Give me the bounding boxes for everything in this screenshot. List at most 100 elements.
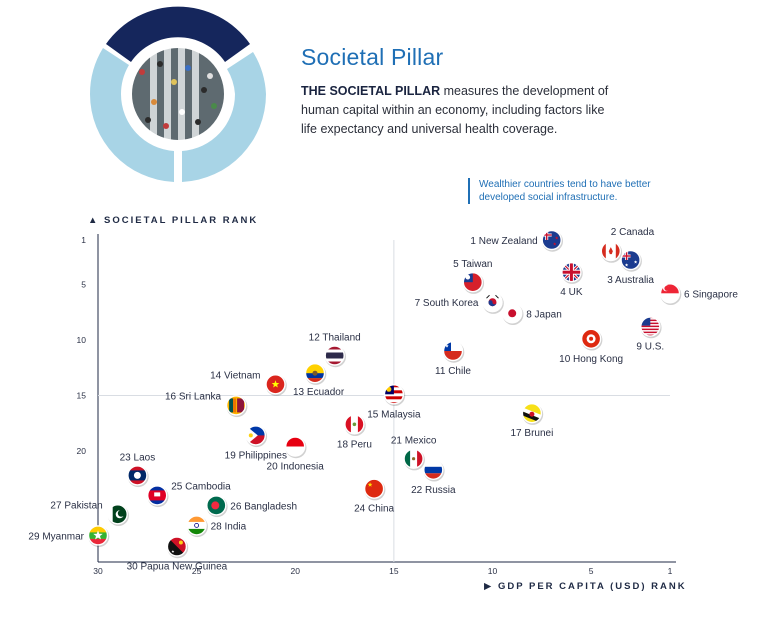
data-point: 13 Ecuador — [293, 363, 345, 398]
y-tick-label: 20 — [77, 446, 87, 456]
right-triangle-icon: ▶ — [484, 581, 494, 592]
data-point: 4 UK — [560, 262, 583, 298]
data-point: 17 Brunei — [510, 403, 553, 439]
thailand-flag — [325, 346, 345, 365]
ring-segment-left-upper — [90, 48, 129, 94]
ring-segment-left — [89, 94, 174, 182]
point-label: 16 Sri Lanka — [165, 391, 222, 402]
data-point: 24 China — [354, 478, 395, 515]
india-flag — [187, 515, 207, 535]
point-label: 27 Pakistan — [50, 500, 102, 511]
hong-kong-flag — [581, 329, 601, 349]
point-label: 12 Thailand — [309, 333, 361, 344]
chile-flag — [443, 341, 463, 361]
data-point: 16 Sri Lanka — [165, 391, 248, 418]
data-point: 10 Hong Kong — [559, 328, 623, 365]
ring-segment-right — [182, 52, 267, 182]
y-tick-label: 5 — [81, 279, 86, 289]
philippines-flag — [246, 425, 266, 445]
data-point: 6 Singapore — [659, 283, 738, 305]
data-point: 20 Indonesia — [267, 436, 325, 473]
point-label: 5 Taiwan — [453, 259, 492, 270]
myanmar-flag — [88, 525, 108, 545]
point-label: 21 Mexico — [391, 436, 437, 447]
crowd-photo — [131, 47, 225, 141]
point-label: 13 Ecuador — [293, 387, 345, 398]
x-tick-label: 30 — [93, 566, 103, 576]
point-label: 22 Russia — [411, 485, 456, 496]
point-label: 9 U.S. — [636, 342, 664, 353]
china-flag — [364, 479, 384, 499]
data-point: 8 Japan — [502, 303, 562, 325]
point-label: 4 UK — [560, 287, 583, 298]
data-point: 12 Thailand — [309, 333, 361, 368]
point-label: 18 Peru — [337, 439, 372, 450]
data-point: 1 New Zealand — [470, 229, 563, 252]
y-axis-title: ▲ SOCIETAL PILLAR RANK — [88, 215, 258, 226]
point-label: 15 Malaysia — [367, 409, 421, 420]
point-label: 26 Bangladesh — [230, 501, 297, 512]
data-point: 9 U.S. — [636, 316, 664, 353]
description-bold: THE SOCIETAL PILLAR — [301, 84, 441, 98]
y-tick-label: 15 — [77, 390, 87, 400]
x-tick-label: 5 — [589, 566, 594, 576]
data-point: 28 India — [186, 515, 247, 538]
bangladesh-flag — [206, 495, 226, 515]
data-point: 22 Russia — [411, 459, 456, 496]
malaysia-flag — [384, 384, 404, 404]
point-label: 19 Philippines — [225, 450, 287, 461]
data-point: 29 Myanmar — [28, 525, 110, 548]
point-label: 8 Japan — [526, 309, 562, 320]
point-label: 10 Hong Kong — [559, 354, 623, 365]
point-label: 23 Laos — [120, 452, 156, 463]
japan-flag — [502, 303, 522, 323]
mexico-flag — [404, 449, 424, 469]
australia-flag — [621, 250, 641, 270]
point-label: 29 Myanmar — [28, 531, 84, 542]
description: THE SOCIETAL PILLAR measures the develop… — [301, 82, 611, 139]
point-label: 17 Brunei — [510, 428, 553, 439]
data-point: 21 Mexico — [391, 436, 437, 471]
y-tick-label: 1 — [81, 235, 86, 245]
point-label: 6 Singapore — [684, 289, 738, 300]
papua-new-guinea-flag — [167, 537, 187, 556]
point-label: 7 South Korea — [415, 298, 479, 309]
x-tick-label: 1 — [668, 566, 673, 576]
singapore-flag — [660, 283, 680, 303]
point-label: 14 Vietnam — [210, 370, 260, 381]
point-label: 2 Canada — [611, 227, 655, 238]
data-point: 30 Papua New Guinea — [127, 536, 228, 573]
data-point: 18 Peru — [337, 414, 372, 450]
data-point: 3 Australia — [607, 249, 654, 286]
point-label: 28 India — [211, 521, 247, 532]
y-tick-label: 10 — [77, 335, 87, 345]
x-tick-label: 25 — [192, 566, 202, 576]
new-zealand-flag — [542, 230, 562, 250]
point-label: 30 Papua New Guinea — [127, 562, 228, 573]
taiwan-flag — [463, 272, 483, 292]
up-triangle-icon: ▲ — [88, 215, 100, 226]
y-axis-title-text: SOCIETAL PILLAR RANK — [104, 215, 259, 226]
ring-segment-highlight — [106, 6, 250, 62]
data-point: 27 Pakistan — [50, 500, 129, 526]
peru-flag — [344, 414, 364, 434]
data-point: 23 Laos — [120, 452, 156, 488]
description-text: measures the development of human capita… — [301, 84, 609, 136]
laos-flag — [127, 465, 147, 485]
vietnam-flag — [266, 374, 285, 394]
russia-flag — [423, 460, 443, 480]
x-axis-title-text: GDP PER CAPITA (USD) RANK — [497, 581, 687, 592]
brunei-flag — [522, 403, 542, 423]
page-title: Societal Pillar — [301, 44, 444, 70]
x-tick-label: 10 — [488, 566, 498, 576]
point-label: 1 New Zealand — [470, 236, 537, 247]
sri-lanka-flag — [226, 395, 246, 415]
data-point: 2 Canada — [600, 227, 655, 263]
data-point: 7 South Korea — [415, 292, 504, 314]
canada-flag — [601, 241, 621, 261]
indonesia-flag — [285, 437, 305, 456]
point-label: 20 Indonesia — [267, 462, 325, 473]
point-label: 11 Chile — [435, 366, 471, 377]
point-label: 24 China — [354, 504, 394, 515]
